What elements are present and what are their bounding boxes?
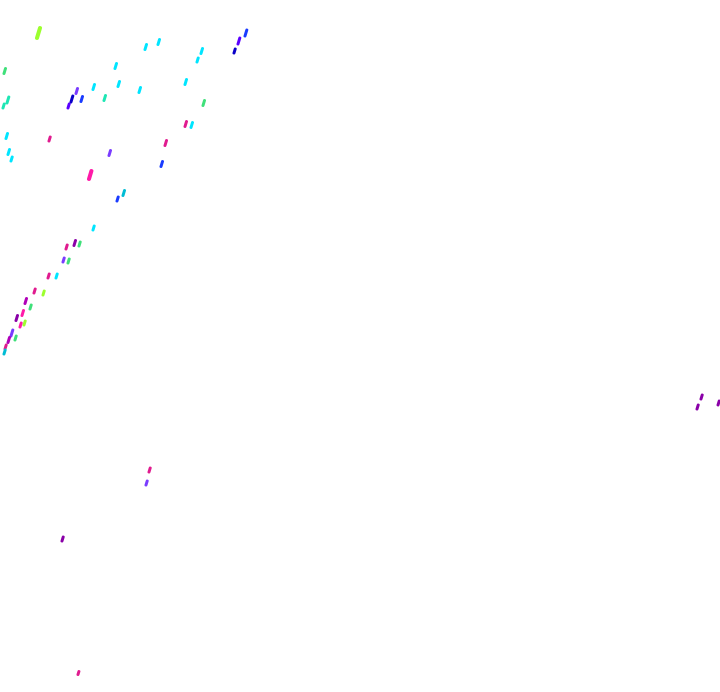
scatter-mark-31 [159, 160, 164, 168]
scatter-mark-32 [87, 169, 94, 181]
scatter-mark-60 [144, 479, 149, 487]
scatter-mark-40 [66, 257, 71, 265]
scatter-mark-8 [195, 56, 200, 64]
scatter-mark-23 [183, 120, 188, 128]
scatter-mark-43 [32, 287, 37, 295]
scatter-mark-52 [13, 334, 18, 342]
scatter-mark-25 [4, 132, 9, 140]
scatter-mark-34 [115, 195, 120, 203]
scatter-mark-4 [232, 47, 237, 55]
scatter-mark-26 [47, 135, 52, 143]
scatter-mark-1 [35, 26, 42, 40]
scatter-mark-20 [5, 95, 11, 105]
scatter-mark-6 [143, 43, 148, 51]
scatter-mark-29 [9, 155, 14, 163]
scatter-mark-18 [66, 102, 71, 110]
scatter-mark-24 [189, 121, 194, 129]
scatter-mark-11 [116, 80, 121, 88]
scatter-mark-5 [156, 38, 161, 46]
scatter-mark-27 [163, 139, 168, 147]
scatter-mark-54 [3, 343, 8, 351]
scatter-mark-62 [76, 670, 81, 676]
scatter-mark-12 [91, 83, 96, 91]
scatter-mark-59 [147, 466, 152, 474]
scatter-mark-13 [183, 78, 188, 86]
scatter-mark-17 [69, 94, 75, 104]
scatter-mark-35 [91, 224, 96, 232]
scatter-mark-50 [18, 321, 23, 329]
scatter-mark-3 [236, 36, 242, 46]
scatter-mark-28 [6, 148, 11, 156]
scatter-mark-37 [77, 240, 82, 248]
scatter-mark-51 [9, 328, 15, 338]
scatter-mark-7 [199, 47, 204, 55]
scatter-mark-2 [243, 28, 249, 38]
scatter-mark-61 [60, 535, 65, 543]
scatter-mark-39 [61, 256, 66, 264]
scatter-mark-21 [1, 102, 6, 110]
scatter-mark-56 [699, 393, 704, 401]
scatter-mark-55 [2, 348, 7, 356]
scatter-mark-42 [46, 272, 51, 280]
scatter-mark-53 [6, 336, 11, 344]
scatter-mark-10 [2, 67, 7, 75]
scatter-mark-9 [113, 62, 118, 70]
scatter-mark-15 [74, 87, 79, 95]
scatter-mark-41 [54, 272, 59, 280]
scatter-mark-22 [201, 99, 206, 107]
scatter-mark-30 [107, 149, 112, 157]
scatter-mark-46 [28, 303, 33, 311]
scatter-mark-48 [14, 314, 19, 322]
scatter-mark-57 [695, 403, 700, 411]
scatter-mark-33 [121, 189, 126, 197]
scatter-mark-58 [716, 399, 720, 407]
scatter-mark-47 [20, 309, 25, 317]
scatter-mark-44 [41, 289, 46, 297]
scatter-mark-14 [137, 86, 142, 94]
scatter-mark-45 [23, 297, 28, 305]
scatter-mark-38 [64, 243, 69, 251]
scatter-mark-36 [72, 239, 77, 247]
scatter-mark-16 [79, 95, 84, 103]
scatter-mark-49 [22, 319, 27, 327]
scatter-mark-19 [102, 94, 107, 102]
